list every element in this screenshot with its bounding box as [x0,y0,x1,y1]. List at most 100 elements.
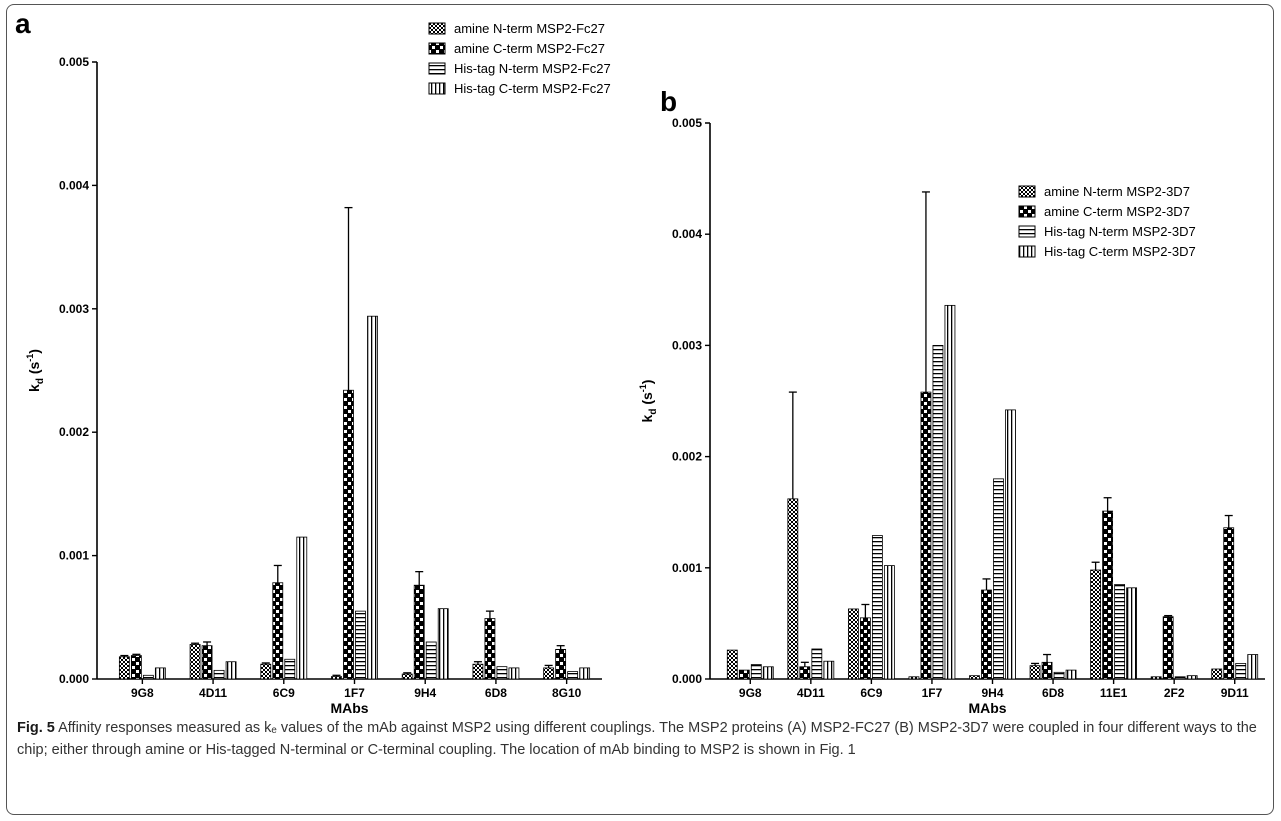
bar [859,617,871,680]
bar [567,671,579,680]
x-tick-label: 2F2 [1164,686,1185,700]
x-tick-label: 9D11 [1221,686,1249,700]
legend-label: amine N-term MSP2-Fc27 [454,21,605,36]
figure-frame: a 0.000 0.001 0.002 0.003 0.004 0.005 kd (s-1) 9… [6,4,1274,815]
bar [437,608,449,680]
caption-text: Affinity responses measured as kₑ values… [17,720,1257,758]
x-tick-label: 8G10 [552,686,582,700]
bar [1150,676,1162,680]
legend-swatch [428,82,446,95]
bar [932,344,944,680]
bar [908,676,920,680]
legend-swatch [1018,205,1036,218]
x-tick-label: 6C9 [273,686,295,700]
bar [1162,616,1174,680]
bar [1041,661,1053,680]
bar [726,649,738,680]
chart-panel-b: b 0.000 0.001 0.002 0.003 0.004 0.005 kd (s-1) 9… [638,86,1265,716]
legend-swatch [1018,225,1036,238]
bar [154,667,166,680]
bar [981,589,992,680]
y-tick-label: 0.003 [59,302,89,316]
legend-label: His-tag C-term MSP2-Fc27 [454,81,611,96]
bar [969,675,980,680]
bar [296,536,308,680]
bar [1090,569,1102,680]
panel-letter: b [660,86,677,117]
legend-swatch [428,22,446,35]
y-tick-label: 0.000 [59,672,89,686]
bar [1126,587,1138,680]
bar [871,535,883,680]
bar [762,666,774,680]
bar [1186,675,1198,680]
bar [811,648,823,680]
y-tick-label: 0.005 [59,55,89,69]
x-tick-label: 9G8 [131,686,154,700]
y-tick-label: 0.001 [59,549,89,563]
bar [993,478,1004,680]
bar [799,666,811,680]
legend-swatch [428,42,446,55]
legend-label: His-tag N-term MSP2-3D7 [1044,224,1196,239]
bar [1053,671,1065,680]
y-tick-label: 0.004 [59,178,89,192]
bar [472,663,484,680]
bar [543,667,555,680]
legend-swatch [1018,245,1036,258]
legend-label: amine N-term MSP2-3D7 [1044,184,1190,199]
x-tick-label: 9H4 [414,686,436,700]
bar [496,666,508,680]
bar [1005,409,1016,680]
bar [1235,663,1247,680]
bar [189,644,201,680]
y-axis-title: kd (s-1) [638,380,659,423]
bar [367,315,378,680]
figure-caption: Fig. 5 Affinity responses measured as kₑ… [17,717,1262,761]
bar [213,669,225,680]
y-tick-label: 0.002 [672,450,702,464]
y-tick-label: 0.003 [672,338,702,352]
bar [579,667,591,680]
caption-label: Fig. 5 [17,720,55,736]
x-tick-label: 4D11 [199,686,227,700]
legend-label: His-tag C-term MSP2-3D7 [1044,244,1196,259]
bar [1114,584,1126,680]
y-tick-label: 0.005 [672,116,702,130]
bar [355,610,366,680]
legend-label: amine C-term MSP2-3D7 [1044,204,1190,219]
bar [272,582,284,680]
x-tick-label: 6D8 [485,686,507,700]
bar [225,661,237,680]
chart-panel-a: a 0.000 0.001 0.002 0.003 0.004 0.005 kd (s-1) 9… [15,8,611,716]
x-axis-title: MAbs [330,700,368,716]
bar [260,663,272,680]
y-tick-label: 0.001 [672,561,702,575]
panel-letter: a [15,8,31,39]
bar [1029,665,1041,680]
x-tick-label: 1F7 [922,686,943,700]
legend-swatch [428,62,446,75]
bar [130,655,142,680]
x-axis-title: MAbs [968,700,1006,716]
bar [750,664,762,680]
bar [944,304,956,680]
bar [823,660,835,680]
bar [413,584,425,680]
bar [555,648,567,680]
bar [1247,654,1259,680]
x-tick-label: 9H4 [981,686,1003,700]
bar [738,669,750,680]
bar [1211,668,1223,680]
x-tick-label: 4D11 [797,686,825,700]
bar [425,641,437,680]
bar [331,676,342,680]
charts-canvas: a 0.000 0.001 0.002 0.003 0.004 0.005 kd (s-1) 9… [15,8,1265,716]
y-tick-label: 0.004 [672,227,702,241]
bar [787,498,799,680]
bar [1223,527,1235,680]
bar [201,645,213,680]
legend-label: amine C-term MSP2-Fc27 [454,41,605,56]
bar [508,667,520,680]
bar [883,565,895,680]
